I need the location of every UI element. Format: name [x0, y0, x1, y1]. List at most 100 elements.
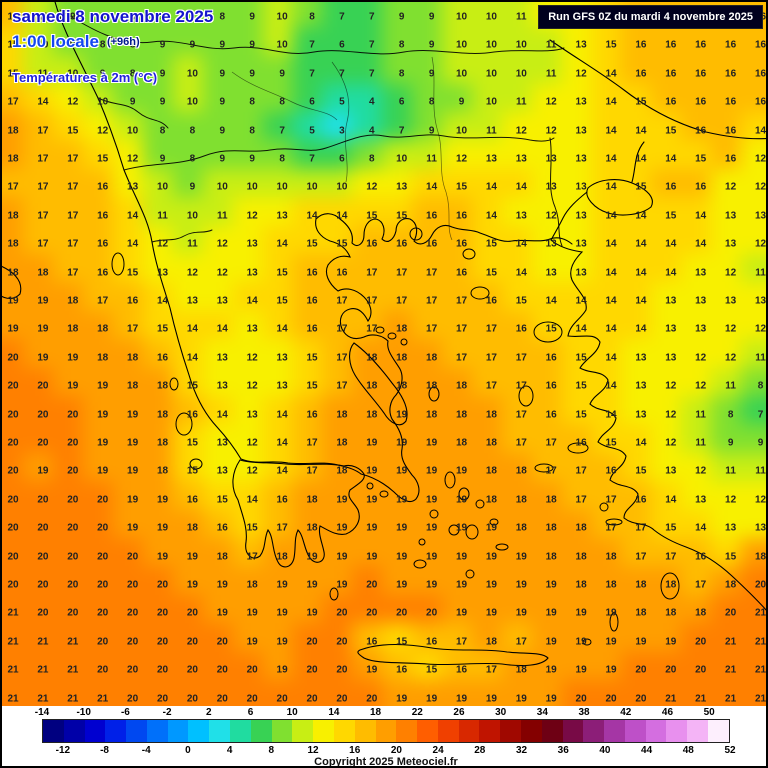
- temp-value: 10: [276, 181, 288, 193]
- temp-value: 18: [485, 437, 497, 449]
- temp-value: 15: [67, 125, 79, 137]
- legend-label: 30: [495, 707, 507, 718]
- temp-value: 11: [187, 238, 198, 250]
- temp-value: 18: [186, 522, 198, 534]
- temp-value: 20: [97, 607, 109, 619]
- temp-value: 20: [426, 607, 438, 619]
- temp-value: 20: [37, 380, 49, 392]
- temp-value: 20: [695, 664, 707, 676]
- temp-value: 19: [127, 437, 139, 449]
- temp-value: 15: [665, 210, 677, 222]
- temp-value: 20: [635, 693, 647, 705]
- temp-value: 18: [7, 153, 19, 165]
- temp-value: 10: [515, 68, 527, 80]
- temp-value: 15: [635, 465, 647, 477]
- temp-value: 19: [545, 664, 557, 676]
- temp-value: 19: [455, 607, 468, 619]
- temp-value: 12: [246, 210, 258, 222]
- temp-value: 18: [455, 409, 468, 421]
- temp-value: 14: [127, 210, 139, 222]
- temp-value: 19: [156, 551, 169, 563]
- temp-value: 20: [67, 522, 79, 534]
- temp-value: 17: [366, 323, 378, 335]
- temp-value: 18: [216, 551, 228, 563]
- temp-value: 15: [695, 153, 707, 165]
- legend-label: 36: [557, 745, 569, 756]
- temp-value: 15: [426, 664, 438, 676]
- temp-value: 17: [7, 96, 19, 108]
- temp-value: 19: [216, 607, 228, 619]
- temp-value: 8: [398, 68, 405, 80]
- legend-footer: -14 -10 -6 -2 2 6 10 14 18 22 26 30 34 38 42 46 50 -12 -8…: [2, 706, 766, 766]
- legend-label: 24: [432, 745, 444, 756]
- temp-value: 17: [396, 267, 408, 279]
- legend-segment: [396, 720, 418, 742]
- temp-value: 18: [336, 437, 348, 449]
- temp-value: 11: [486, 125, 497, 137]
- temp-value: 16: [426, 238, 438, 250]
- temp-value: 13: [575, 238, 587, 250]
- temp-value: 16: [455, 210, 468, 222]
- temp-value: 13: [725, 210, 737, 222]
- temp-value: 13: [216, 437, 228, 449]
- temp-value: 17: [336, 352, 348, 364]
- temp-value: 20: [156, 607, 169, 619]
- temp-value: 16: [665, 181, 677, 193]
- temp-value: 12: [216, 238, 228, 250]
- temp-value: 17: [67, 238, 79, 250]
- temp-value: 17: [485, 323, 497, 335]
- temp-value: 20: [306, 636, 318, 648]
- temp-value: 19: [7, 323, 19, 335]
- temp-value: 13: [276, 380, 288, 392]
- temp-value: 19: [605, 636, 617, 648]
- temp-value: 16: [545, 352, 557, 364]
- temp-value: 19: [515, 579, 527, 591]
- temp-value: 19: [336, 494, 348, 506]
- temp-value: 12: [246, 465, 258, 477]
- temp-value: 18: [127, 380, 139, 392]
- temp-value: 12: [695, 380, 707, 392]
- legend-label: 16: [349, 745, 361, 756]
- temp-value: 20: [67, 607, 79, 619]
- temp-value: 19: [485, 579, 497, 591]
- temp-value: 13: [276, 352, 288, 364]
- temp-value: 14: [695, 210, 707, 222]
- temp-value: 17: [97, 295, 109, 307]
- legend-segment: [437, 720, 459, 742]
- temp-value: 15: [575, 380, 587, 392]
- temp-value: 14: [605, 380, 617, 392]
- temp-value: 14: [605, 181, 617, 193]
- temp-value: 16: [156, 352, 169, 364]
- temp-value: 16: [306, 295, 318, 307]
- temp-value: 19: [276, 636, 288, 648]
- temp-value: 19: [7, 295, 19, 307]
- temp-value: 16: [336, 267, 348, 279]
- temp-value: 9: [159, 68, 166, 80]
- temp-value: 20: [186, 607, 198, 619]
- temp-value: 14: [276, 323, 288, 335]
- temp-value: 12: [545, 96, 557, 108]
- temp-value: 17: [575, 465, 587, 477]
- temp-value: 9: [189, 39, 196, 51]
- temp-value: 17: [515, 380, 527, 392]
- legend-segment: [666, 720, 688, 742]
- temp-value: 14: [635, 210, 647, 222]
- temp-value: 20: [97, 579, 109, 591]
- temp-value: 19: [396, 579, 408, 591]
- temp-value: 21: [37, 693, 49, 705]
- temp-value: 19: [246, 607, 258, 619]
- temp-value: 13: [396, 181, 408, 193]
- temp-value: 12: [725, 323, 737, 335]
- temp-value: 10: [396, 153, 408, 165]
- temp-value: 19: [485, 522, 497, 534]
- temp-value: 15: [216, 494, 228, 506]
- temp-value: 16: [97, 210, 109, 222]
- temp-value: 18: [605, 579, 617, 591]
- temp-value: 11: [545, 39, 557, 51]
- temp-value: 20: [396, 607, 408, 619]
- temp-value: 19: [605, 664, 617, 676]
- temp-value: 15: [186, 437, 198, 449]
- temp-value: 19: [127, 409, 139, 421]
- legend-label: -12: [55, 745, 71, 756]
